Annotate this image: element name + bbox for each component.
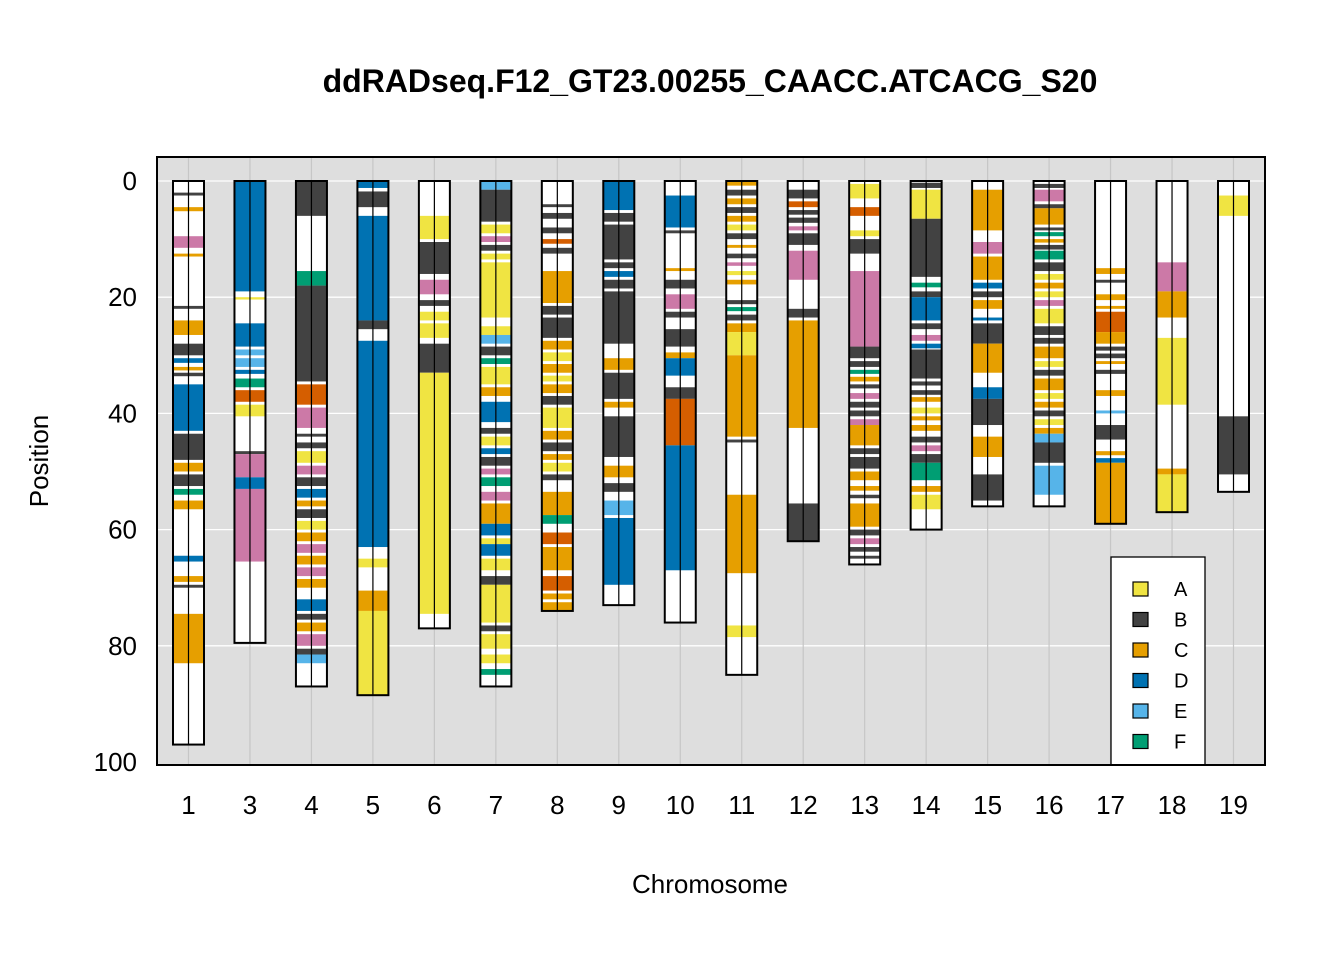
y-axis-label: Position xyxy=(24,415,54,508)
legend-swatch-F xyxy=(1132,733,1149,750)
chromosome-19 xyxy=(1217,180,1250,493)
chromosome-outline-7 xyxy=(479,180,513,688)
chromosome-8 xyxy=(540,180,574,612)
chromosome-outline-12 xyxy=(786,180,820,543)
x-axis-label: Chromosome xyxy=(632,869,788,899)
x-tick-label-12: 12 xyxy=(789,790,818,820)
x-tick-label-19: 19 xyxy=(1219,790,1248,820)
chromosome-outline-8 xyxy=(540,180,574,612)
x-tick-label-11: 11 xyxy=(728,790,755,820)
y-tick-label-40: 40 xyxy=(108,398,137,428)
legend-swatch-E xyxy=(1132,703,1149,719)
legend-label-F: F xyxy=(1174,732,1186,754)
chromosome-outline-11 xyxy=(725,180,759,676)
x-tick-label-10: 10 xyxy=(666,790,695,820)
x-tick-label-16: 16 xyxy=(1035,790,1064,820)
y-tick-label-60: 60 xyxy=(108,515,137,545)
x-tick-label-3: 3 xyxy=(243,790,257,820)
chromosome-outline-1 xyxy=(172,180,205,746)
legend-label-D: D xyxy=(1174,671,1188,693)
chromosome-outline-19 xyxy=(1217,180,1250,493)
x-tick-label-4: 4 xyxy=(304,790,318,820)
legend-swatch-H xyxy=(1133,796,1148,810)
chromosome-outline-16 xyxy=(1032,180,1066,508)
legend-swatch-D xyxy=(1132,672,1149,689)
chromosome-17 xyxy=(1094,180,1128,525)
chromosome-outline-9 xyxy=(602,180,636,607)
x-tick-label-17: 17 xyxy=(1096,790,1125,820)
chromosome-outline-5 xyxy=(356,180,390,697)
chromosome-18 xyxy=(1155,180,1189,514)
x-tick-label-13: 13 xyxy=(850,790,879,820)
chromosome-outline-17 xyxy=(1094,180,1128,525)
x-tick-label-14: 14 xyxy=(912,790,941,820)
chromosome-7 xyxy=(479,180,513,688)
legend-label-C: C xyxy=(1174,640,1188,662)
x-tick-label-9: 9 xyxy=(612,790,626,820)
chromosome-5 xyxy=(356,180,390,697)
x-tick-label-5: 5 xyxy=(366,790,380,820)
x-tick-label-7: 7 xyxy=(489,790,503,820)
y-tick-label-20: 20 xyxy=(108,282,137,312)
legend-label-A: A xyxy=(1174,579,1188,601)
chart-title: ddRADseq.F12_GT23.00255_CAACC.ATCACG_S20 xyxy=(323,63,1098,99)
chromosome-outline-14 xyxy=(909,180,943,531)
chromosome-14 xyxy=(909,180,943,531)
chromosome-1 xyxy=(172,180,205,746)
x-tick-label-18: 18 xyxy=(1158,790,1187,820)
chromosome-16 xyxy=(1032,180,1066,508)
chromosome-outline-13 xyxy=(848,180,882,566)
chromosome-10 xyxy=(663,180,697,624)
x-tick-label-8: 8 xyxy=(550,790,564,820)
chromosome-9 xyxy=(602,180,636,607)
plot-border xyxy=(156,156,1266,766)
legend-swatch-B xyxy=(1132,611,1149,628)
chromosome-13 xyxy=(848,180,882,566)
legend-box xyxy=(1110,556,1206,765)
chromosome-outline-18 xyxy=(1155,180,1189,514)
chromosome-layer xyxy=(172,180,1250,746)
chromosome-4 xyxy=(294,180,328,688)
legend-label-G: G xyxy=(1174,762,1190,784)
x-axis-ticks: 1 3 4 5 6 7 8 9 10 11 12 13 14 15 16 17 18 19 xyxy=(181,790,1248,820)
chromosome-12 xyxy=(786,180,820,543)
chromosome-outline-6 xyxy=(417,180,451,630)
legend-label-E: E xyxy=(1174,701,1187,723)
chromosome-11 xyxy=(725,180,759,676)
x-tick-label-6: 6 xyxy=(427,790,441,820)
x-tick-label-15: 15 xyxy=(973,790,1002,820)
legend-swatch-A xyxy=(1132,581,1149,597)
chromosome-outline-10 xyxy=(663,180,697,624)
y-tick-label-100: 100 xyxy=(94,747,137,777)
plot-panel xyxy=(157,157,1265,765)
x-tick-label-1: 1 xyxy=(181,790,195,820)
chromosome-6 xyxy=(417,180,451,630)
chromosome-outline-15 xyxy=(971,180,1005,508)
chromosome-outline-3 xyxy=(233,180,267,644)
legend-swatch-C xyxy=(1132,642,1149,658)
legend-swatch-G xyxy=(1132,764,1149,765)
y-tick-label-80: 80 xyxy=(108,631,137,661)
chromosome-outline-4 xyxy=(294,180,328,688)
y-axis-ticks: 0 20 40 60 80 100 xyxy=(94,166,137,777)
y-tick-label-0: 0 xyxy=(123,166,137,196)
legend-label-B: B xyxy=(1174,610,1187,632)
chromosome-15 xyxy=(971,180,1005,508)
chromosome-3 xyxy=(233,180,267,644)
